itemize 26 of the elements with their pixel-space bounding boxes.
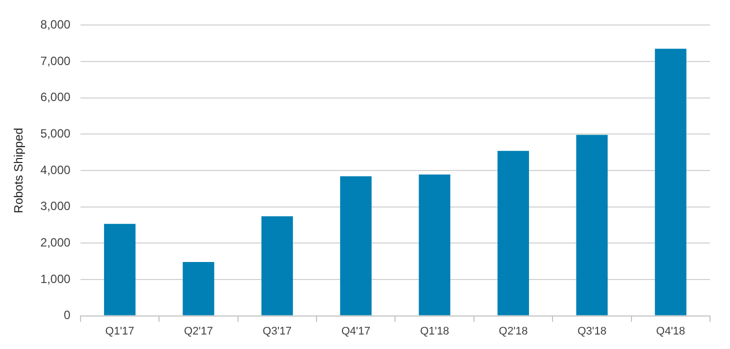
- bar: [576, 134, 608, 316]
- x-tick-label: Q1'18: [420, 325, 450, 338]
- x-tick-label: Q1'17: [105, 325, 134, 338]
- y-tick-label: 4,000: [40, 162, 71, 177]
- bar: [418, 174, 450, 316]
- y-tick-label: 6,000: [40, 90, 71, 104]
- y-tick-label: 7,000: [40, 54, 71, 68]
- bar: [340, 176, 372, 316]
- y-tick-label: 5,000: [40, 126, 71, 140]
- x-tick-label: Q4'18: [656, 325, 686, 338]
- y-tick-label: 3,000: [40, 199, 71, 214]
- bar: [261, 216, 293, 316]
- bar: [498, 150, 529, 316]
- y-tick-label: 0: [64, 308, 71, 322]
- x-tick-label: Q2'18: [498, 325, 528, 338]
- x-tick-label: Q2'17: [184, 325, 213, 338]
- bar: [654, 48, 686, 316]
- x-tick-label: Q3'18: [577, 325, 606, 338]
- x-tick-label: Q3'17: [262, 325, 292, 338]
- x-tick-label: Q4'17: [341, 325, 370, 338]
- y-tick-label: 8,000: [40, 18, 71, 32]
- y-tick-label: 1,000: [40, 272, 71, 286]
- y-tick-label: 2,000: [40, 235, 71, 250]
- y-axis-title: Robots Shipped: [12, 128, 26, 214]
- bar: [104, 224, 136, 316]
- bar: [182, 262, 214, 316]
